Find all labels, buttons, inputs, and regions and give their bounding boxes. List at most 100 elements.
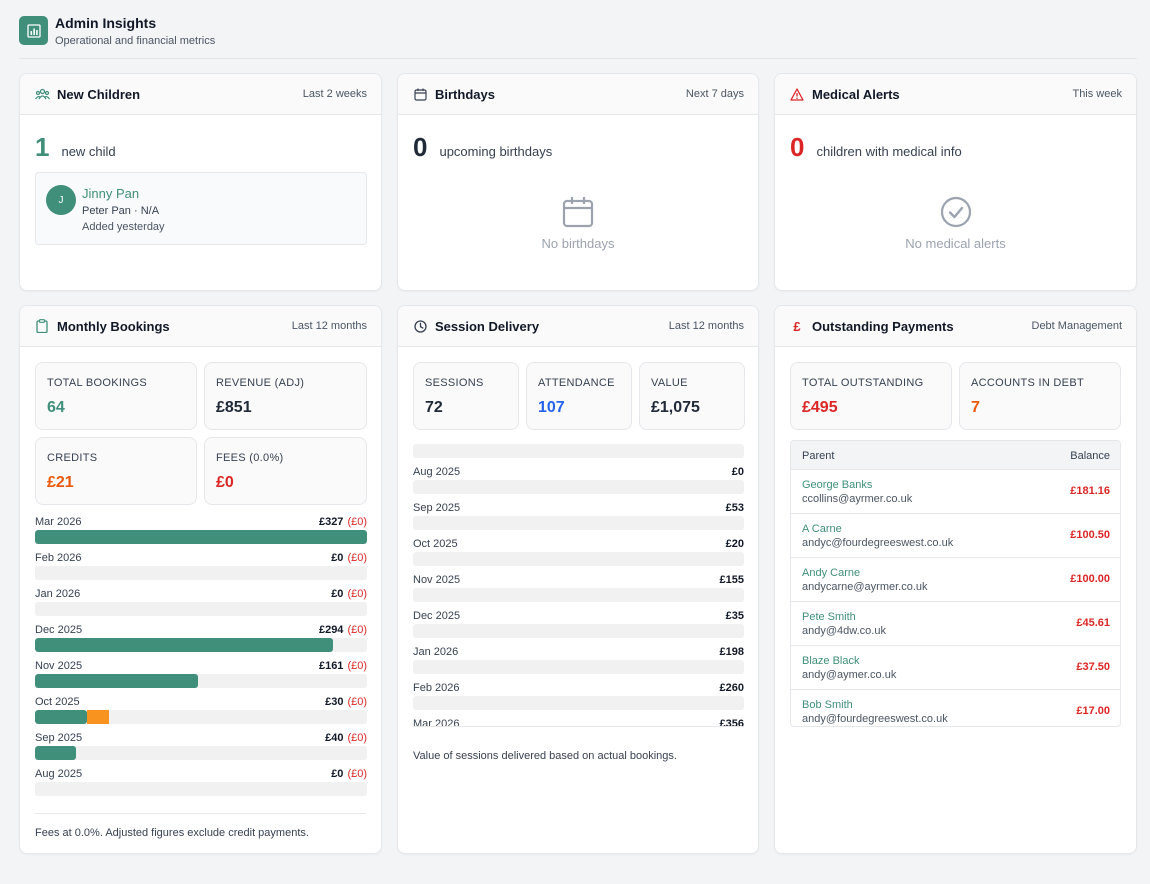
stat-label: TOTAL BOOKINGS <box>47 377 147 389</box>
table-row[interactable]: Pete Smith andy@4dw.co.uk £45.61 <box>791 602 1120 646</box>
parent-email: andy@fourdegreeswest.co.uk <box>802 713 948 725</box>
card-title: New Children <box>57 86 141 102</box>
session-track <box>413 624 744 638</box>
debt-table[interactable]: Parent Balance George Banks ccollins@ayrm… <box>790 440 1121 727</box>
bar-row: Mar 2026 £327 (£0) <box>35 516 367 552</box>
stat-total-bookings: TOTAL BOOKINGS 64 <box>35 362 197 430</box>
table-row[interactable]: Bob Smith andy@fourdegreeswest.co.uk £17.0… <box>791 690 1120 726</box>
session-row: Dec 2025 £35 <box>413 610 744 646</box>
bar-adjustment: (£0) <box>347 588 367 600</box>
check-circle-icon <box>940 196 971 228</box>
parent-name-link[interactable]: Andy Carne <box>802 567 861 579</box>
child-name-link[interactable]: Jinny Pan <box>82 186 140 201</box>
child-parent: Peter Pan · N/A <box>82 205 160 217</box>
parent-name-link[interactable]: Pete Smith <box>802 611 856 623</box>
stat-value: £21 <box>47 474 74 491</box>
card-footer: Fees at 0.0%. Adjusted figures exclude c… <box>35 813 366 839</box>
session-amount: £356 <box>719 718 744 727</box>
card-footer: Value of sessions delivered based on act… <box>413 750 677 762</box>
child-entry[interactable]: J Jinny Pan Peter Pan · N/A Added yester… <box>35 172 367 245</box>
bar-month-label: Dec 2025 <box>35 624 83 636</box>
parent-name-link[interactable]: George Banks <box>802 479 873 491</box>
table-row[interactable]: A Carne andyc@fourdegreeswest.co.uk £100.5… <box>791 514 1120 558</box>
session-amount: £0 <box>732 440 744 442</box>
stat-label: SESSIONS <box>425 377 484 389</box>
bar-month-label: Oct 2025 <box>35 696 80 708</box>
bar-amount: £0 (£0) <box>331 588 367 600</box>
bar-amount-value: £0 <box>331 768 344 780</box>
session-month-label: Jul 2025 <box>413 440 455 442</box>
session-row: Jul 2025 £0 <box>413 440 744 466</box>
parent-email: andy@aymer.co.uk <box>802 669 897 681</box>
session-track <box>413 696 744 710</box>
clipboard-icon <box>34 318 50 334</box>
session-month-label: Aug 2025 <box>413 466 461 478</box>
bar-track <box>35 602 367 616</box>
balance-value: £181.16 <box>1070 485 1110 497</box>
bar-track <box>35 746 367 760</box>
bar-row: Jan 2026 £0 (£0) <box>35 588 367 624</box>
table-header: Parent Balance <box>791 441 1120 470</box>
stat-total-outstanding: TOTAL OUTSTANDING £495 <box>790 362 952 430</box>
bar-track <box>35 710 367 724</box>
parent-email: andy@4dw.co.uk <box>802 625 886 637</box>
card-header: Medical Alerts This week <box>775 74 1136 115</box>
table-row[interactable]: George Banks ccollins@ayrmer.co.uk £181.16 <box>791 470 1120 514</box>
table-row[interactable]: Andy Carne andycarne@ayrmer.co.uk £100.00 <box>791 558 1120 602</box>
debt-management-link[interactable]: Debt Management <box>1031 320 1123 332</box>
parent-name-link[interactable]: A Carne <box>802 523 842 535</box>
card-header: £ Outstanding Payments Debt Management <box>775 306 1136 347</box>
count-row: 0 children with medical info <box>790 132 962 163</box>
session-row: Sep 2025 £53 <box>413 502 744 538</box>
card-title: Medical Alerts <box>812 86 900 102</box>
parent-name-link[interactable]: Blaze Black <box>802 655 860 667</box>
birthdays-card: Birthdays Next 7 days 0 upcoming birthda… <box>397 73 759 291</box>
card-title: Outstanding Payments <box>812 318 954 334</box>
session-amount: £53 <box>725 502 744 514</box>
stat-value: 72 <box>425 399 443 416</box>
table-row[interactable]: Blaze Black andy@aymer.co.uk £37.50 <box>791 646 1120 690</box>
parent-name-link[interactable]: Bob Smith <box>802 699 853 711</box>
card-title: Session Delivery <box>435 318 540 334</box>
bar-amount-value: £294 <box>318 624 344 636</box>
child-added: Added yesterday <box>82 221 165 233</box>
count-label: new child <box>61 144 116 159</box>
session-month-label: Jan 2026 <box>413 646 459 658</box>
balance-value: £17.00 <box>1076 705 1110 717</box>
bar-amount-value: £0 <box>331 552 344 564</box>
session-delivery-card: Session Delivery Last 12 months SESSIONS… <box>397 305 759 854</box>
bar-fill <box>35 674 198 688</box>
bar-amount: £161 (£0) <box>319 660 367 672</box>
sessions-scroll-list[interactable]: Jul 2025 £0 Aug 2025 £0 Sep 2025 £53 Oct 2025 £… <box>413 440 744 727</box>
session-track <box>413 660 744 674</box>
count-label: upcoming birthdays <box>439 144 553 159</box>
session-amount: £198 <box>719 646 744 658</box>
card-title: Monthly Bookings <box>57 318 170 334</box>
bar-month-label: Jan 2026 <box>35 588 81 600</box>
bar-amount-value: £30 <box>325 696 344 708</box>
card-range: This week <box>1072 88 1122 100</box>
bar-fill <box>35 530 367 544</box>
session-amount: £35 <box>725 610 744 622</box>
bar-adjustment: (£0) <box>347 768 367 780</box>
bar-row: Sep 2025 £40 (£0) <box>35 732 367 768</box>
bar-amount: £0 (£0) <box>331 768 367 780</box>
session-month-label: Sep 2025 <box>413 502 461 514</box>
stat-value-total: VALUE £1,075 <box>639 362 745 430</box>
bar-adjustment: (£0) <box>347 552 367 564</box>
stat-value: £1,075 <box>651 399 700 416</box>
stat-accounts-in-debt: ACCOUNTS IN DEBT 7 <box>959 362 1121 430</box>
empty-state: No birthdays <box>398 196 758 251</box>
empty-state: No medical alerts <box>775 196 1136 251</box>
monthly-bookings-card: Monthly Bookings Last 12 months TOTAL BO… <box>19 305 382 854</box>
bar-amount: £30 (£0) <box>325 696 367 708</box>
count-row: 0 upcoming birthdays <box>413 132 552 163</box>
stat-attendance: ATTENDANCE 107 <box>526 362 632 430</box>
stat-label: REVENUE (ADJ) <box>216 377 305 389</box>
card-range: Last 2 weeks <box>302 88 367 100</box>
session-track <box>413 516 744 530</box>
session-month-label: Mar 2026 <box>413 718 460 727</box>
bar-amount-value: £161 <box>318 660 344 672</box>
card-title: Birthdays <box>435 86 495 102</box>
stat-label: VALUE <box>651 377 688 389</box>
